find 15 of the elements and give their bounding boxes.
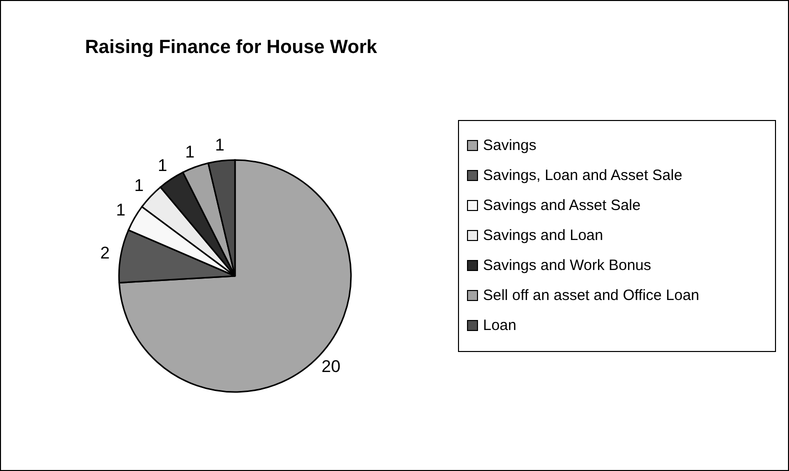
legend-label: Savings bbox=[483, 137, 536, 154]
data-label: 2 bbox=[100, 244, 110, 263]
legend-label: Savings and Work Bonus bbox=[483, 257, 652, 274]
data-label: 1 bbox=[158, 156, 168, 176]
chart-title: Raising Finance for House Work bbox=[84, 37, 378, 59]
data-label: 20 bbox=[322, 357, 340, 376]
data-label: 1 bbox=[185, 142, 195, 162]
data-label: 1 bbox=[134, 176, 144, 195]
legend-label: Loan bbox=[483, 317, 516, 334]
legend-label: Savings, Loan and Asset Sale bbox=[483, 167, 682, 184]
legend-label: Sell off an asset and Office Loan bbox=[483, 287, 700, 304]
legend-label: Savings and Loan bbox=[483, 227, 604, 244]
data-label: 1 bbox=[214, 135, 224, 154]
data-label: 1 bbox=[116, 200, 126, 220]
legend-label: Savings and Asset Sale bbox=[483, 197, 641, 214]
